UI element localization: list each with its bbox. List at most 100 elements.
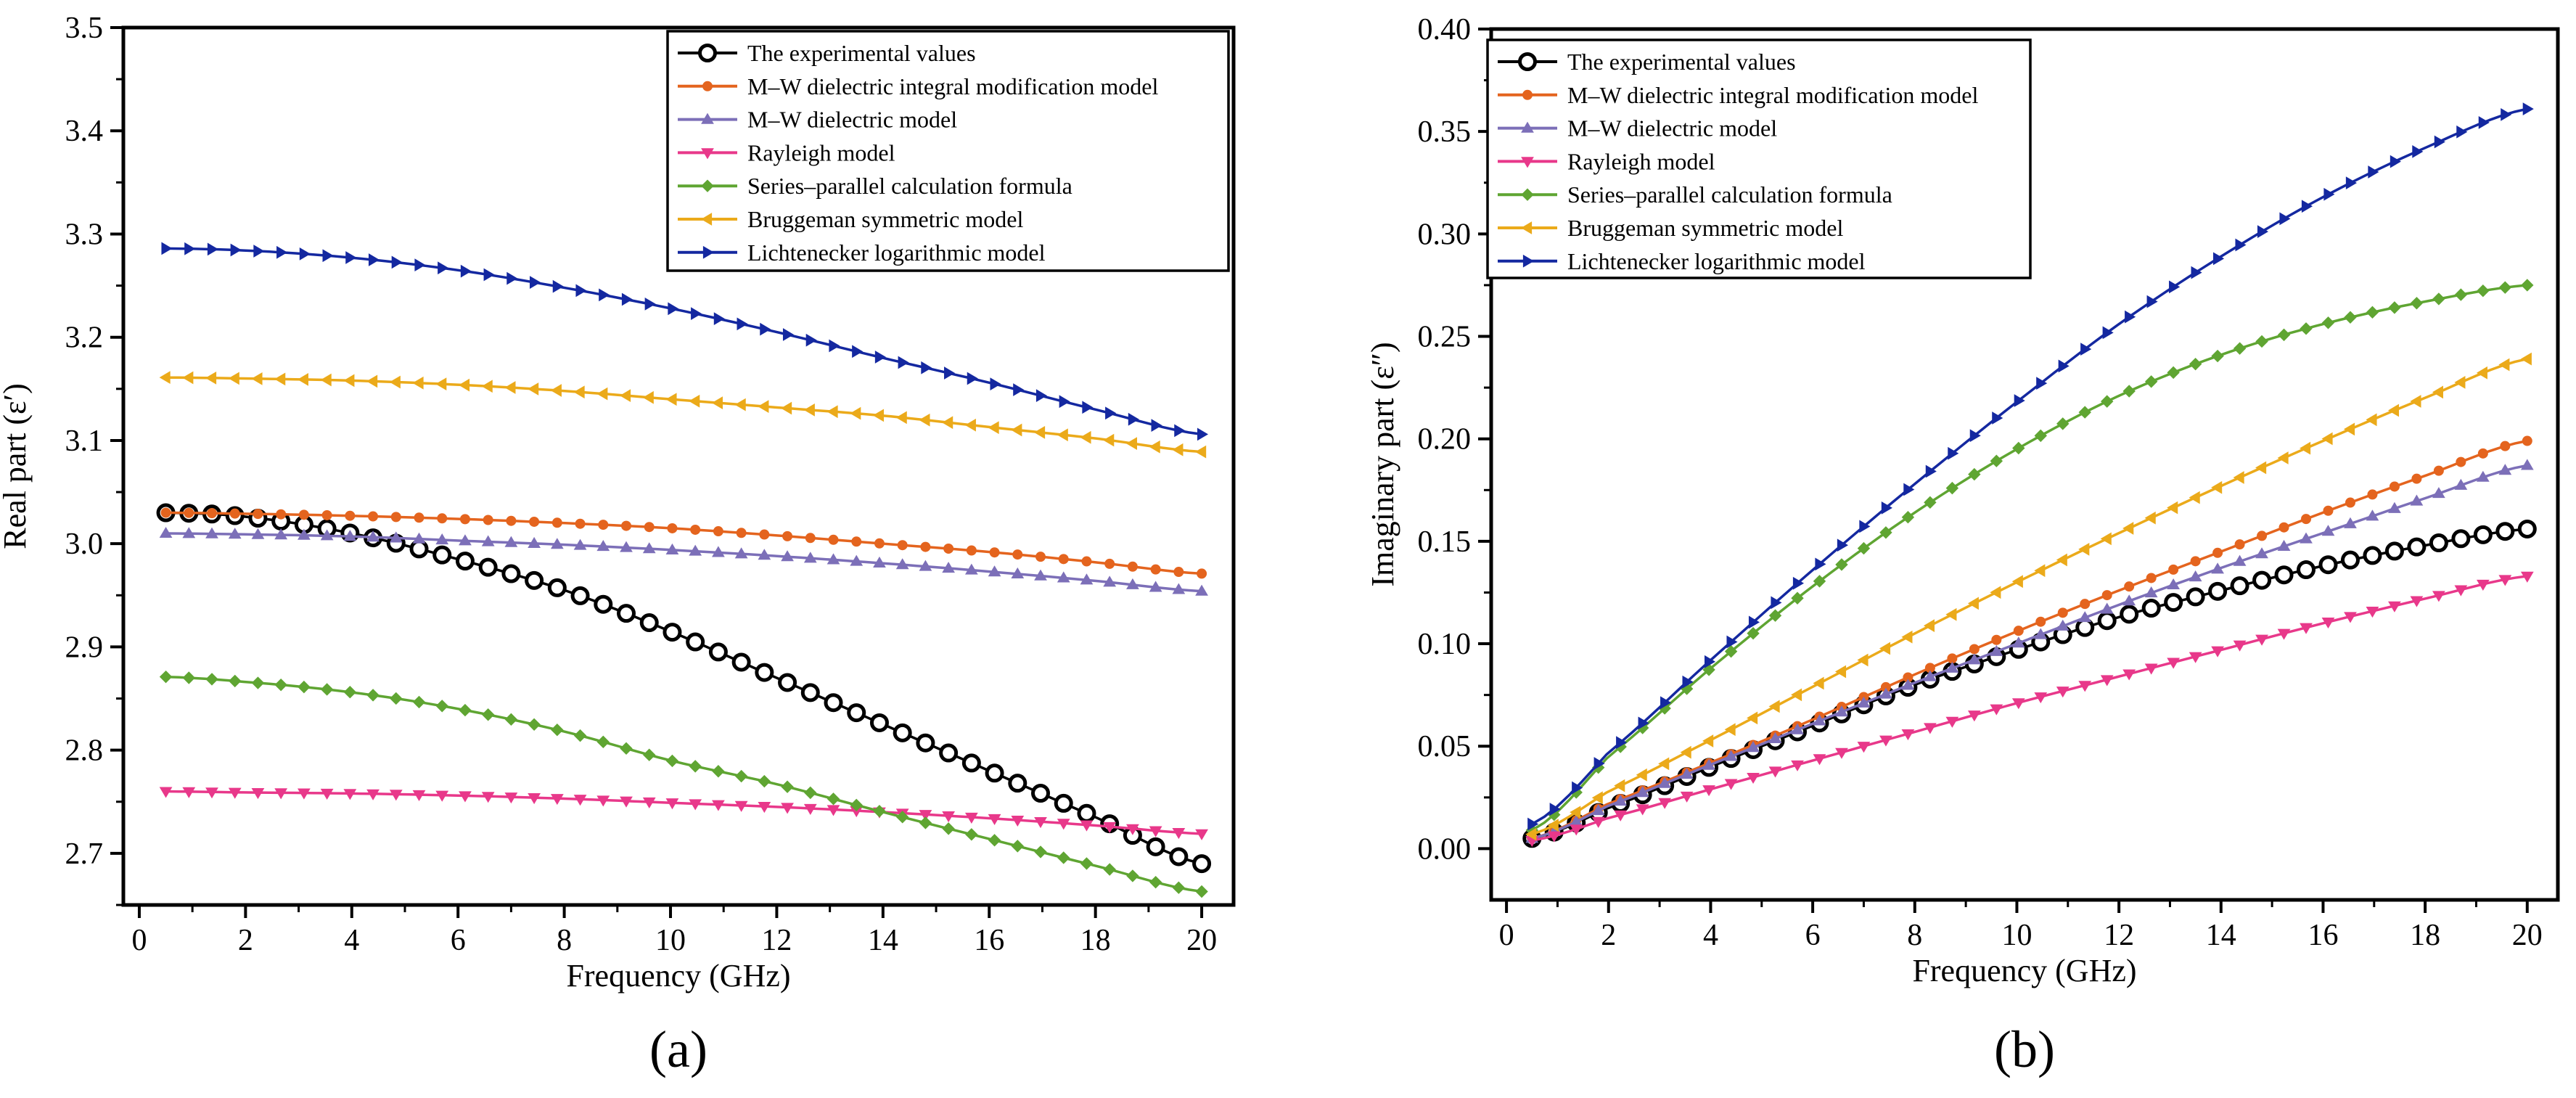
- data-point: [435, 377, 447, 390]
- data-point: [2144, 586, 2158, 598]
- data-point: [2368, 165, 2379, 179]
- data-point: [2456, 456, 2466, 467]
- data-point: [1197, 568, 1207, 579]
- data-point: [1174, 424, 1186, 438]
- legend-label: M–W dielectric model: [747, 107, 957, 133]
- data-point: [800, 683, 820, 702]
- data-point: [1547, 819, 1559, 832]
- data-point: [1945, 661, 1959, 673]
- data-point: [617, 604, 636, 623]
- data-point: [708, 642, 728, 662]
- data-point: [368, 253, 380, 266]
- data-point: [2451, 529, 2471, 549]
- data-point: [2476, 579, 2490, 591]
- data-point: [1768, 700, 1780, 713]
- data-point: [1082, 401, 1094, 414]
- data-point: [961, 753, 981, 773]
- data-point: [1990, 586, 2001, 599]
- data-point: [432, 545, 452, 565]
- data-point: [1080, 573, 1094, 585]
- data-point: [551, 723, 564, 737]
- data-point: [575, 284, 587, 298]
- data-point: [2234, 539, 2245, 550]
- data-point: [1726, 635, 1738, 649]
- data-point: [2189, 491, 2200, 504]
- y-tick-label: 2.8: [65, 734, 104, 768]
- series-line: [1531, 107, 2528, 826]
- data-point: [435, 790, 449, 802]
- data-point: [414, 258, 426, 272]
- x-tick-label: 8: [557, 924, 572, 957]
- data-point: [207, 242, 218, 256]
- data-point: [481, 792, 495, 803]
- data-point: [1054, 793, 1073, 813]
- data-point: [2321, 617, 2335, 629]
- x-tick-label: 4: [344, 924, 359, 957]
- data-point: [781, 401, 792, 415]
- x-tick-label: 2: [238, 924, 253, 957]
- data-point: [1967, 653, 1981, 665]
- data-point: [852, 345, 864, 359]
- data-point: [988, 834, 1001, 847]
- data-point: [2498, 575, 2512, 586]
- data-point: [1901, 510, 1915, 524]
- data-point: [2213, 252, 2225, 266]
- data-point: [847, 703, 866, 723]
- data-point: [689, 544, 702, 556]
- data-point: [942, 811, 956, 823]
- plot-frame: [1489, 27, 2560, 902]
- data-point: [985, 763, 1004, 783]
- data-point: [1572, 781, 1583, 795]
- data-point: [805, 333, 817, 347]
- data-point: [2233, 640, 2247, 652]
- data-point: [1923, 619, 1935, 633]
- data-point: [1057, 819, 1070, 830]
- data-point: [665, 754, 679, 768]
- data-point: [663, 623, 682, 642]
- data-point: [570, 586, 590, 605]
- data-point: [869, 713, 889, 732]
- data-point: [781, 803, 794, 814]
- data-point: [2454, 288, 2468, 301]
- data-point: [2498, 464, 2512, 475]
- data-point: [483, 515, 493, 525]
- data-point: [320, 373, 332, 387]
- data-point: [2520, 459, 2534, 470]
- data-point: [1791, 723, 1804, 734]
- data-point: [299, 247, 311, 261]
- data-point: [826, 792, 840, 806]
- x-tick-label: 10: [655, 924, 686, 957]
- data-point: [2167, 657, 2181, 669]
- data-point: [1924, 670, 1937, 681]
- data-point: [298, 680, 311, 694]
- y-tick-label: 0.35: [1418, 115, 1472, 149]
- data-point: [253, 245, 265, 258]
- legend-marker: [701, 112, 714, 124]
- data-point: [2144, 375, 2158, 388]
- data-point: [2100, 532, 2112, 546]
- data-point: [1057, 428, 1068, 442]
- series-experimental: [1522, 519, 2537, 848]
- data-point: [2233, 471, 2244, 484]
- data-point: [965, 828, 978, 841]
- data-point: [2012, 441, 2025, 455]
- data-point: [2056, 687, 2070, 698]
- data-point: [1901, 679, 1915, 690]
- data-point: [459, 514, 470, 525]
- x-tick-label: 12: [2104, 919, 2134, 952]
- data-point: [1771, 596, 1782, 610]
- data-point: [1835, 558, 1848, 571]
- x-tick-label: 20: [2512, 919, 2543, 952]
- data-point: [251, 788, 265, 800]
- x-tick-label: 16: [2308, 919, 2338, 952]
- data-point: [920, 541, 931, 552]
- data-point: [481, 380, 493, 393]
- legend-marker: [1522, 254, 1534, 268]
- series-rayleigh: [159, 787, 1208, 840]
- data-point: [2056, 417, 2070, 430]
- data-point: [1058, 554, 1069, 565]
- data-point: [873, 556, 886, 568]
- data-point: [161, 242, 173, 255]
- data-point: [734, 547, 748, 559]
